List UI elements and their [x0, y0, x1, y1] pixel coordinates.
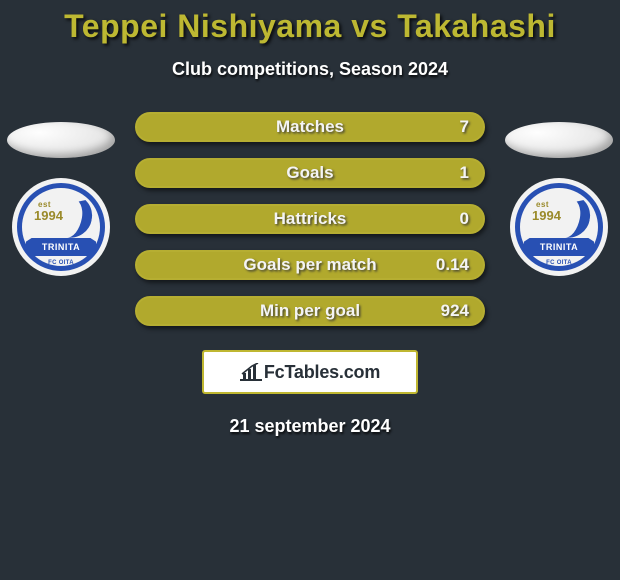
country-flag-left	[7, 122, 115, 158]
stat-label: Matches	[276, 117, 344, 137]
badge-year: 1994	[34, 208, 63, 223]
stat-value-right: 1	[460, 163, 469, 183]
stat-label: Min per goal	[260, 301, 360, 321]
stat-value-right: 7	[460, 117, 469, 137]
page-title: Teppei Nishiyama vs Takahashi	[0, 0, 620, 45]
stat-row-goals: Goals 1	[135, 158, 485, 188]
badge-year: 1994	[532, 208, 561, 223]
bar-chart-icon	[240, 363, 262, 381]
stat-row-matches: Matches 7	[135, 112, 485, 142]
badge-sub: FC OITA	[546, 260, 572, 266]
stat-value-right: 924	[441, 301, 469, 321]
country-flag-right	[505, 122, 613, 158]
stat-label: Hattricks	[274, 209, 347, 229]
stat-row-mpg: Min per goal 924	[135, 296, 485, 326]
comparison-card: Teppei Nishiyama vs Takahashi Club compe…	[0, 0, 620, 580]
club-badge-right: est 1994 TRINITA FC OITA	[510, 178, 608, 276]
fctables-brand-text: FcTables.com	[264, 362, 380, 383]
stat-row-hattricks: Hattricks 0	[135, 204, 485, 234]
badge-club-name: TRINITA	[524, 238, 594, 256]
player-right-column: est 1994 TRINITA FC OITA	[504, 122, 614, 276]
page-subtitle: Club competitions, Season 2024	[0, 59, 620, 80]
badge-club-name: TRINITA	[26, 238, 96, 256]
stat-value-right: 0	[460, 209, 469, 229]
stats-list: Matches 7 Goals 1 Hattricks 0 Goals per …	[135, 112, 485, 326]
stat-label: Goals per match	[243, 255, 376, 275]
badge-sub: FC OITA	[48, 260, 74, 266]
player-left-column: est 1994 TRINITA FC OITA	[6, 122, 116, 276]
club-badge-left: est 1994 TRINITA FC OITA	[12, 178, 110, 276]
stat-value-right: 0.14	[436, 255, 469, 275]
stat-row-gpm: Goals per match 0.14	[135, 250, 485, 280]
fctables-brand-box[interactable]: FcTables.com	[202, 350, 418, 394]
stat-label: Goals	[286, 163, 333, 183]
date-text: 21 september 2024	[0, 416, 620, 437]
